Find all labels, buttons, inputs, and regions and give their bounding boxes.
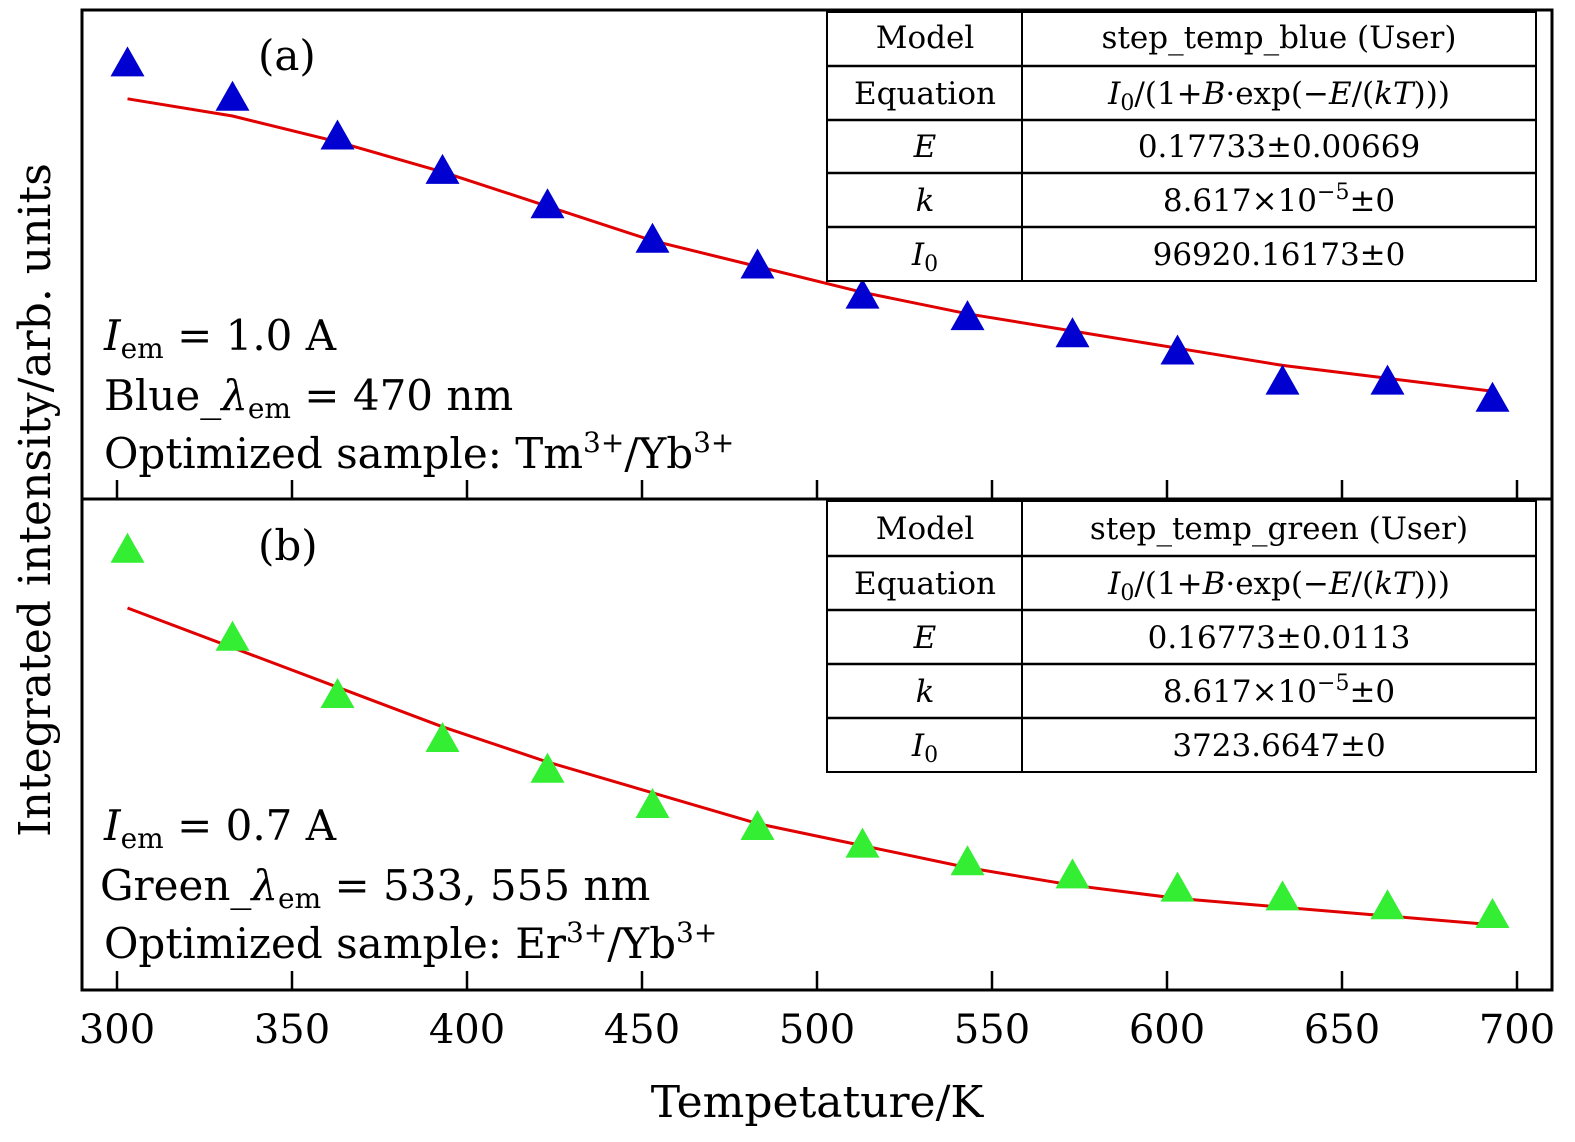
- markers-a: [110, 46, 1510, 412]
- data-point-triangle: [215, 620, 250, 651]
- table-equation-value: I0/(1+B·exp(−E/(kT))): [1107, 76, 1450, 116]
- fit-table-b: Model step_temp_green (User) Equation I0…: [826, 500, 1537, 773]
- table-i0-value: 96920.16173±0: [1153, 237, 1406, 273]
- data-point-triangle: [425, 153, 460, 184]
- data-point-triangle: [1160, 871, 1195, 902]
- panel-b: (b): [110, 521, 1510, 928]
- x-tick-label: 600: [1129, 1007, 1205, 1053]
- table-equation-value: I0/(1+B·exp(−E/(kT))): [1107, 566, 1450, 606]
- data-point-triangle: [215, 80, 250, 111]
- x-tick-label: 300: [79, 1007, 155, 1053]
- data-point-triangle: [1265, 364, 1300, 395]
- data-point-triangle: [1370, 364, 1405, 395]
- markers-b: [110, 532, 1510, 928]
- x-axis-ticks: [115, 480, 1519, 990]
- table-i0-label: I0: [911, 237, 938, 277]
- annotation-sample-a: Optimized sample: Tm3+/Yb3+: [104, 426, 734, 478]
- table-k-value: 8.617×10−5±0: [1163, 180, 1395, 219]
- x-tick-label: 350: [254, 1007, 330, 1053]
- table-model-label: Model: [876, 20, 975, 56]
- table-e-value: 0.17733±0.00669: [1138, 129, 1420, 165]
- table-equation-label: Equation: [854, 566, 996, 602]
- fit-curve-b: [126, 606, 1493, 927]
- data-point-triangle: [1160, 334, 1195, 365]
- table-i0-label: I0: [911, 728, 938, 768]
- annotation-current-b: Iem = 0.7 A: [103, 801, 337, 855]
- data-point-triangle: [1265, 880, 1300, 911]
- data-point-triangle: [110, 532, 145, 563]
- x-tick-label: 700: [1479, 1007, 1555, 1053]
- annotation-current-a: Iem = 1.0 A: [103, 311, 337, 365]
- x-axis-title: Tempetature/K: [651, 1077, 985, 1128]
- table-model-value: step_temp_green (User): [1090, 511, 1468, 547]
- data-point-triangle: [1370, 889, 1405, 920]
- table-e-label: E: [913, 620, 937, 656]
- data-point-triangle: [740, 248, 775, 279]
- annotation-wavelength-b: Green_λem = 533, 555 nm: [100, 861, 650, 915]
- x-tick-label: 500: [779, 1007, 855, 1053]
- data-point-triangle: [110, 46, 145, 77]
- data-point-triangle: [530, 188, 565, 219]
- data-point-triangle: [845, 278, 880, 309]
- annotation-sample-b: Optimized sample: Er3+/Yb3+: [104, 916, 717, 968]
- data-point-triangle: [530, 752, 565, 783]
- data-point-triangle: [1475, 381, 1510, 412]
- annotation-wavelength-a: Blue_λem = 470 nm: [104, 371, 513, 425]
- y-axis-title: Integrated intensity/arb. units: [10, 163, 61, 837]
- data-point-triangle: [320, 119, 355, 150]
- table-e-value: 0.16773±0.0113: [1148, 620, 1411, 656]
- x-tick-label: 450: [604, 1007, 680, 1053]
- table-i0-value: 3723.6647±0: [1172, 728, 1385, 764]
- data-point-triangle: [425, 722, 460, 752]
- panel-label-b: (b): [258, 521, 318, 570]
- table-k-label: k: [916, 674, 935, 710]
- x-tick-label: 650: [1304, 1007, 1380, 1053]
- table-k-label: k: [916, 183, 935, 219]
- data-point-triangle: [635, 222, 670, 253]
- x-tick-label: 400: [429, 1007, 505, 1053]
- table-k-value: 8.617×10−5±0: [1163, 671, 1395, 710]
- table-e-label: E: [913, 129, 937, 165]
- table-model-label: Model: [876, 511, 975, 547]
- data-point-triangle: [1055, 858, 1090, 889]
- x-tick-label: 550: [954, 1007, 1030, 1053]
- data-point-triangle: [320, 678, 355, 708]
- fit-curve-a: [127, 97, 1493, 393]
- data-point-triangle: [845, 827, 880, 858]
- table-model-value: step_temp_blue (User): [1102, 20, 1457, 56]
- data-point-triangle: [950, 300, 985, 331]
- data-point-triangle: [950, 845, 985, 876]
- table-equation-label: Equation: [854, 76, 996, 112]
- data-point-triangle: [1475, 898, 1510, 928]
- panel-label-a: (a): [258, 31, 316, 80]
- x-tick-labels: 300 350 400 450 500 550 600 650 700: [79, 1007, 1555, 1053]
- data-point-triangle: [635, 788, 670, 818]
- panel-a: (a): [110, 31, 1510, 412]
- fit-table-a: Model step_temp_blue (User) Equation I0/…: [826, 11, 1537, 282]
- data-point-triangle: [740, 810, 775, 840]
- data-point-triangle: [1055, 317, 1090, 348]
